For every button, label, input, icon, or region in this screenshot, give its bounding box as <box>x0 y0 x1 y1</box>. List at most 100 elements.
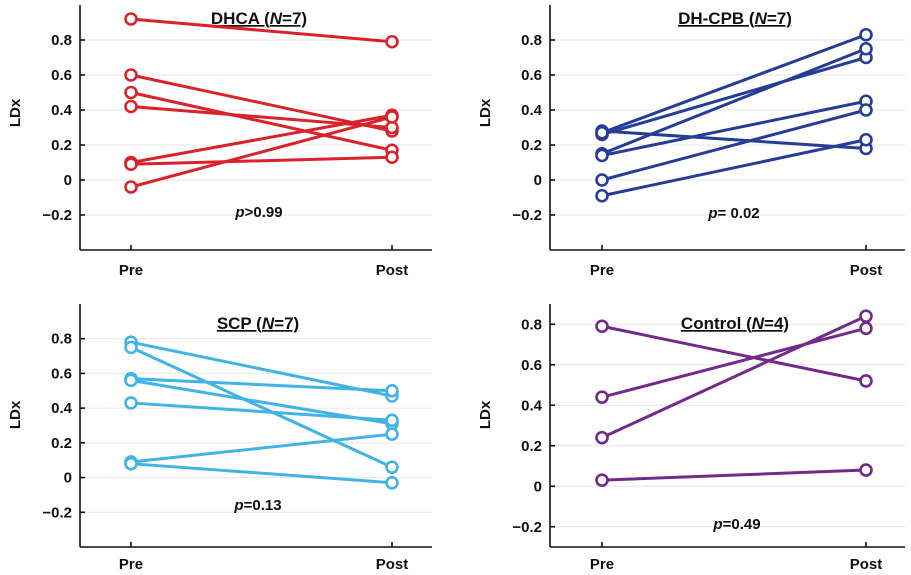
y-tick-label: 0 <box>64 172 72 189</box>
chart-title-part: =4) <box>764 314 789 333</box>
x-tick-label: Pre <box>119 262 143 279</box>
series-line <box>129 432 394 464</box>
series-6 <box>595 103 873 187</box>
data-point <box>859 309 873 323</box>
y-tick-label: 0.6 <box>51 67 72 84</box>
data-point <box>595 125 609 140</box>
data-point <box>385 413 399 428</box>
series-5 <box>124 396 399 428</box>
data-point <box>595 390 609 404</box>
data-point <box>385 475 399 490</box>
series-2 <box>124 340 399 474</box>
x-tick-label: Pre <box>590 262 614 279</box>
y-axis-label: LDx <box>477 98 494 127</box>
series-line <box>129 401 394 422</box>
y-tick-label: 0.8 <box>521 32 542 49</box>
data-point <box>124 396 138 410</box>
p-value-part: p <box>234 204 244 221</box>
series-line <box>129 17 394 44</box>
y-axis-label: LDx <box>477 400 494 429</box>
p-value-annotation: p>0.99 <box>234 204 282 221</box>
series-line <box>600 129 868 150</box>
chart-title: DH-CPB (N=7) <box>678 9 792 28</box>
data-point <box>859 103 873 117</box>
data-point <box>124 157 138 172</box>
data-point <box>859 463 873 477</box>
x-tick-label: Post <box>850 262 883 279</box>
chart-title-part: SCP ( <box>217 314 262 333</box>
data-point <box>595 188 609 203</box>
series-line <box>600 47 868 156</box>
data-point <box>385 34 399 49</box>
series-line <box>600 314 868 440</box>
p-value-part: p <box>233 497 243 514</box>
series-line <box>129 462 394 485</box>
series-3 <box>124 85 399 158</box>
series-3 <box>124 371 399 398</box>
x-tick-label: Post <box>850 556 883 573</box>
data-point <box>859 27 873 42</box>
p-value-part: p <box>712 516 722 533</box>
y-tick-label: 0.2 <box>51 137 72 154</box>
y-tick-label: −0.2 <box>42 207 72 224</box>
y-tick-label: 0.4 <box>521 397 543 414</box>
series-4 <box>595 463 873 487</box>
y-tick-label: 0 <box>534 478 542 495</box>
data-point <box>595 473 609 487</box>
series-7 <box>124 456 399 490</box>
chart-title-part: DH-CPB ( <box>678 9 755 28</box>
data-point <box>385 150 399 165</box>
x-tick-label: Pre <box>590 556 614 573</box>
series-line <box>600 56 868 136</box>
series-line <box>129 115 394 189</box>
chart-title: Control (N=4) <box>681 314 789 333</box>
chart-title-part: Control ( <box>681 314 752 333</box>
y-tick-label: 0.6 <box>521 357 542 374</box>
series-line <box>129 91 394 152</box>
series-line <box>129 345 394 469</box>
y-tick-label: 0.8 <box>51 32 72 49</box>
series-line <box>600 324 868 383</box>
data-point <box>859 374 873 388</box>
x-tick-label: Pre <box>119 556 143 573</box>
series-6 <box>124 150 399 172</box>
series-7 <box>595 132 873 203</box>
chart-title-part: N <box>752 314 765 333</box>
p-value-part: =0.13 <box>244 497 282 514</box>
chart-title-part: =7) <box>274 314 299 333</box>
series-1 <box>124 335 399 403</box>
data-point <box>859 132 873 147</box>
series-4 <box>124 99 399 135</box>
data-point <box>595 148 609 163</box>
chart-title-part: N <box>270 9 283 28</box>
y-tick-label: 0.2 <box>521 137 542 154</box>
series-line <box>600 99 868 157</box>
p-value-part: =0.49 <box>723 516 761 533</box>
data-point <box>124 373 138 388</box>
data-point <box>124 456 138 471</box>
p-value-annotation: p= 0.02 <box>707 205 759 222</box>
x-tick-label: Post <box>376 556 409 573</box>
series-line <box>129 113 394 164</box>
data-point <box>385 110 399 124</box>
data-point <box>124 68 138 82</box>
y-tick-label: 0.2 <box>51 435 72 452</box>
y-tick-label: 0 <box>534 172 542 189</box>
y-tick-label: −0.2 <box>42 504 72 521</box>
chart-title-part: =7) <box>282 9 307 28</box>
y-tick-label: 0.2 <box>521 438 542 455</box>
y-tick-label: 0.4 <box>51 400 73 417</box>
y-axis-label: LDx <box>7 98 24 127</box>
y-tick-label: −0.2 <box>512 519 542 536</box>
series-line <box>600 138 868 198</box>
y-tick-label: 0.4 <box>521 102 543 119</box>
series-7 <box>124 110 399 194</box>
chart-title-part: =7) <box>767 9 792 28</box>
series-line <box>129 155 394 166</box>
p-value-part: p <box>707 205 717 222</box>
chart-panel-1: −0.2 0 0.2 0.4 0.6 0.8 Pre Post LDx DHCA (N=7) p>0… <box>7 5 432 279</box>
data-point <box>859 321 873 336</box>
data-point <box>124 12 138 26</box>
series-line <box>129 340 394 398</box>
series-line <box>600 326 868 399</box>
